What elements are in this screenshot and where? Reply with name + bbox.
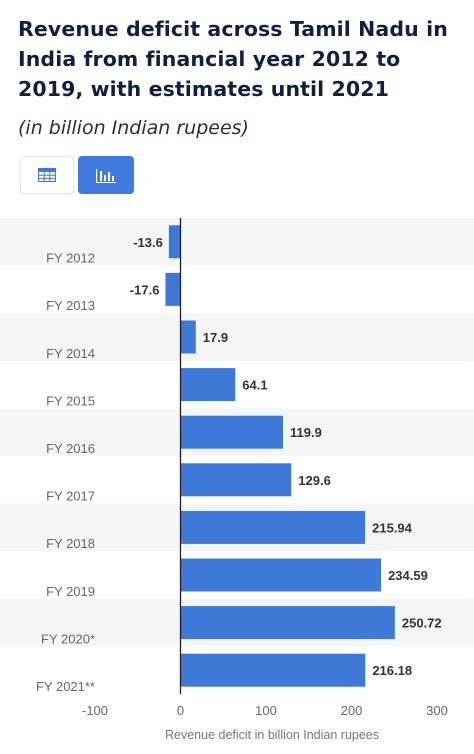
bar <box>180 463 292 497</box>
data-label: 17.9 <box>203 330 228 345</box>
bar-chart: -13.6 FY 2012 -17.6 FY 2013 17.9 FY 2014 64.1 F… <box>0 218 474 742</box>
bar <box>180 653 366 687</box>
category-label: FY 2020* <box>41 631 95 646</box>
data-label: 119.9 <box>290 425 322 440</box>
bar <box>180 606 395 640</box>
bar <box>180 558 382 592</box>
bar <box>180 320 196 354</box>
category-label: FY 2015 <box>46 393 95 408</box>
bar <box>165 272 181 306</box>
chart-title: Revenue deficit across Tamil Nadu in Ind… <box>18 17 448 101</box>
x-tick-label: 0 <box>177 703 184 718</box>
x-tick-label: -100 <box>82 703 108 718</box>
row-band <box>0 218 474 266</box>
x-tick-label: 300 <box>426 703 448 718</box>
category-label: FY 2021** <box>36 679 95 694</box>
data-label: 234.59 <box>388 568 428 583</box>
x-tick-label: 100 <box>255 703 277 718</box>
category-label: FY 2019 <box>46 584 95 599</box>
bar <box>180 415 284 449</box>
table-view-button[interactable] <box>20 156 74 194</box>
chart-subtitle: (in billion Indian rupees) <box>18 117 249 139</box>
category-label: FY 2012 <box>46 251 95 266</box>
data-label: 216.18 <box>372 663 412 678</box>
chart-area: -13.6 FY 2012 -17.6 FY 2013 17.9 FY 2014 64.1 F… <box>0 212 474 749</box>
bar-chart-icon <box>96 168 116 183</box>
category-label: FY 2014 <box>46 346 95 361</box>
x-tick-label: 200 <box>341 703 363 718</box>
bar <box>180 368 236 402</box>
x-axis-title: Revenue deficit in billion Indian rupees <box>165 728 379 742</box>
data-label: 250.72 <box>402 616 442 631</box>
data-label: 215.94 <box>372 520 413 535</box>
table-icon <box>38 168 56 182</box>
bar <box>168 225 181 259</box>
data-label: -13.6 <box>133 235 163 250</box>
data-label: -17.6 <box>130 282 160 297</box>
bar <box>180 510 366 544</box>
category-label: FY 2017 <box>46 489 95 504</box>
category-label: FY 2013 <box>46 298 95 313</box>
category-label: FY 2016 <box>46 441 95 456</box>
bar-chart-view-button[interactable] <box>78 156 134 194</box>
row-band <box>0 313 474 361</box>
data-label: 64.1 <box>242 378 267 393</box>
category-label: FY 2018 <box>46 536 95 551</box>
data-label: 129.6 <box>298 473 331 488</box>
